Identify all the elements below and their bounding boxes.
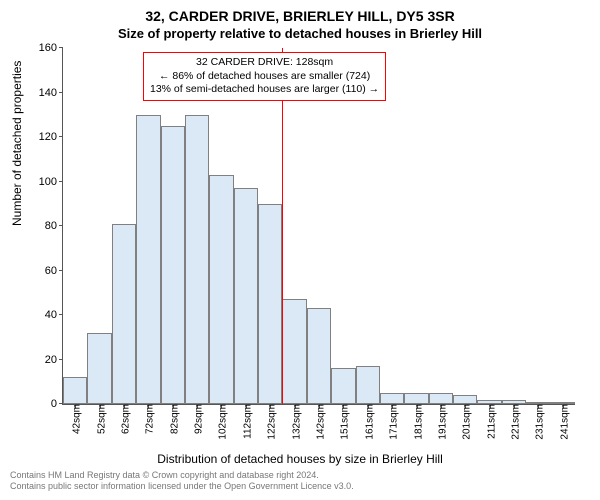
y-tick-mark	[59, 314, 63, 315]
histogram-bar	[63, 377, 87, 404]
y-tick-mark	[59, 136, 63, 137]
histogram-bar	[331, 368, 355, 404]
x-tick-label: 171sqm	[385, 404, 400, 440]
histogram-bar	[307, 308, 331, 404]
histogram-bar	[112, 224, 136, 404]
annotation-line-1: 32 CARDER DRIVE: 128sqm	[150, 56, 379, 70]
x-tick-label: 191sqm	[433, 404, 448, 440]
y-tick-label: 140	[39, 87, 63, 99]
histogram-bar	[453, 395, 477, 404]
annotation-line-3: 13% of semi-detached houses are larger (…	[150, 83, 379, 97]
y-tick-label: 20	[45, 354, 63, 366]
y-tick-mark	[59, 47, 63, 48]
y-tick-mark	[59, 181, 63, 182]
x-tick-label: 231sqm	[531, 404, 546, 440]
chart-subtitle: Size of property relative to detached ho…	[0, 26, 600, 41]
chart-container: 32, CARDER DRIVE, BRIERLEY HILL, DY5 3SR…	[0, 0, 600, 500]
footer-line-2: Contains public sector information licen…	[10, 481, 354, 492]
x-tick-label: 181sqm	[409, 404, 424, 440]
histogram-bar	[161, 126, 185, 404]
y-tick-mark	[59, 359, 63, 360]
x-tick-label: 151sqm	[336, 404, 351, 440]
histogram-bar	[356, 366, 380, 404]
x-tick-label: 221sqm	[507, 404, 522, 440]
x-tick-label: 42sqm	[68, 404, 83, 434]
annotation-line-2: ← 86% of detached houses are smaller (72…	[150, 70, 379, 84]
plot-area: 02040608010012014016042sqm52sqm62sqm72sq…	[62, 48, 575, 405]
x-tick-label: 142sqm	[312, 404, 327, 440]
y-tick-label: 0	[51, 398, 63, 410]
x-tick-label: 132sqm	[287, 404, 302, 440]
x-tick-label: 92sqm	[190, 404, 205, 434]
histogram-bar	[429, 393, 453, 404]
x-tick-label: 102sqm	[214, 404, 229, 440]
histogram-bar	[282, 299, 306, 404]
y-tick-mark	[59, 270, 63, 271]
histogram-bar	[258, 204, 282, 404]
x-tick-label: 201sqm	[458, 404, 473, 440]
histogram-bar	[234, 188, 258, 404]
x-axis-label: Distribution of detached houses by size …	[0, 452, 600, 466]
y-tick-label: 60	[45, 265, 63, 277]
y-axis-label: Number of detached properties	[10, 61, 24, 226]
x-tick-label: 241sqm	[555, 404, 570, 440]
footer-attribution: Contains HM Land Registry data © Crown c…	[10, 470, 354, 493]
y-tick-label: 120	[39, 131, 63, 143]
histogram-bar	[87, 333, 111, 404]
x-tick-label: 72sqm	[141, 404, 156, 434]
y-tick-mark	[59, 92, 63, 93]
y-tick-mark	[59, 225, 63, 226]
x-tick-label: 211sqm	[482, 404, 497, 439]
x-tick-label: 112sqm	[238, 404, 253, 439]
histogram-bar	[404, 393, 428, 404]
y-tick-mark	[59, 403, 63, 404]
histogram-bar	[380, 393, 404, 404]
histogram-bar	[209, 175, 233, 404]
y-tick-label: 40	[45, 309, 63, 321]
y-tick-label: 80	[45, 220, 63, 232]
x-tick-label: 122sqm	[263, 404, 278, 440]
annotation-box: 32 CARDER DRIVE: 128sqm ← 86% of detache…	[143, 52, 386, 101]
y-tick-label: 160	[39, 42, 63, 54]
reference-line	[282, 48, 283, 404]
x-tick-label: 52sqm	[92, 404, 107, 434]
x-tick-label: 82sqm	[165, 404, 180, 434]
y-tick-label: 100	[39, 176, 63, 188]
footer-line-1: Contains HM Land Registry data © Crown c…	[10, 470, 354, 481]
histogram-bar	[185, 115, 209, 404]
histogram-bar	[136, 115, 160, 404]
x-tick-label: 161sqm	[360, 404, 375, 440]
x-tick-label: 62sqm	[116, 404, 131, 434]
chart-title-address: 32, CARDER DRIVE, BRIERLEY HILL, DY5 3SR	[0, 8, 600, 24]
